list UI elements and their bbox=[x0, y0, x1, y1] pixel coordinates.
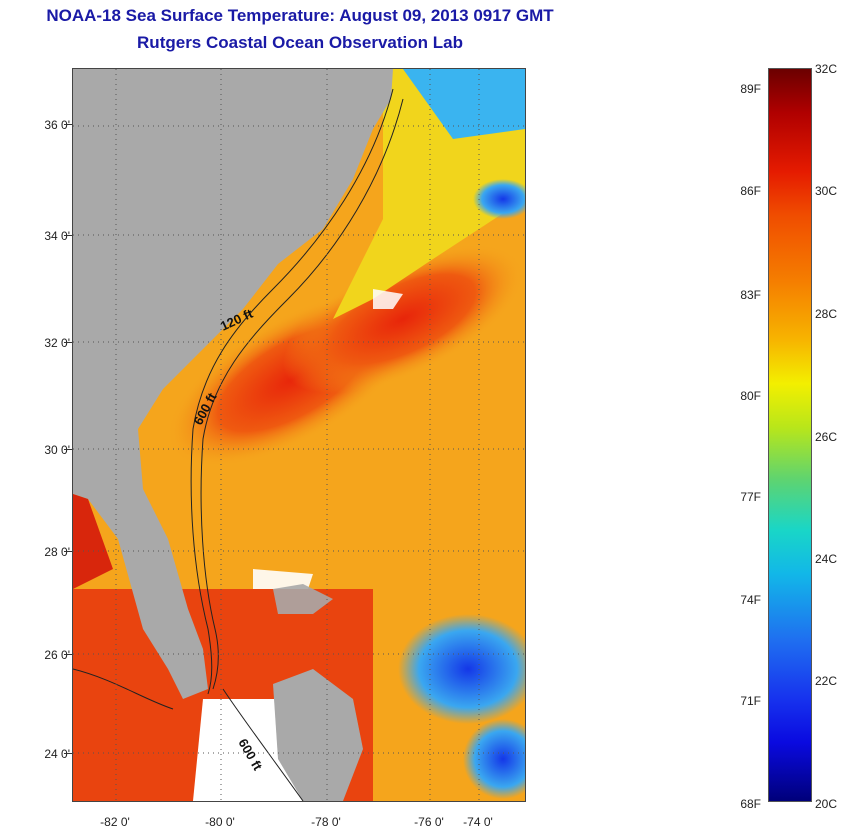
land-mass bbox=[73, 69, 393, 699]
colorbar-c-20: 20C bbox=[815, 797, 838, 811]
colorbar-f-83: 83F bbox=[740, 288, 761, 302]
eastern-cool-patch bbox=[398, 614, 525, 724]
lat-label-24: 24 0' bbox=[44, 747, 70, 761]
sst-map: 120 ft 600 ft 600 ft bbox=[72, 68, 526, 802]
island-land bbox=[273, 669, 363, 801]
map-graticule bbox=[73, 69, 525, 801]
colorbar-f-77: 77F bbox=[740, 490, 761, 504]
colorbar-f-89: 89F bbox=[740, 82, 761, 96]
lat-label-36: 36 0' bbox=[44, 118, 70, 132]
lon-label-80: -80 0' bbox=[205, 815, 235, 829]
map-subtitle: Rutgers Coastal Ocean Observation Lab bbox=[137, 33, 463, 52]
lon-label-76: -76 0' bbox=[414, 815, 444, 829]
colorbar-f-68: 68F bbox=[740, 797, 761, 811]
colorbar-c-28: 28C bbox=[815, 307, 838, 321]
temperature-colorbar bbox=[768, 68, 812, 802]
contour-120ft bbox=[190, 88, 394, 695]
colorbar-f-74: 74F bbox=[740, 593, 761, 607]
bahamas-land bbox=[273, 584, 333, 614]
gulf-coast-water bbox=[73, 494, 113, 589]
lat-label-32: 32 0' bbox=[44, 336, 70, 350]
northern-cool-water bbox=[403, 69, 525, 139]
sst-map-canvas: 120 ft 600 ft 600 ft bbox=[73, 69, 525, 801]
cloud-patch bbox=[373, 289, 403, 309]
colorbar-c-22: 22C bbox=[815, 674, 838, 688]
lat-tick bbox=[64, 753, 72, 754]
colorbar-c-24: 24C bbox=[815, 552, 838, 566]
lat-tick bbox=[64, 124, 72, 125]
lon-label-78: -78 0' bbox=[311, 815, 341, 829]
contour-keys bbox=[222, 688, 304, 801]
lat-label-30: 30 0' bbox=[44, 443, 70, 457]
colorbar-c-30: 30C bbox=[815, 184, 838, 198]
lat-label-28: 28 0' bbox=[44, 545, 70, 559]
colorbar-f-80: 80F bbox=[740, 389, 761, 403]
cloud-patch bbox=[253, 569, 313, 589]
contour-600ft bbox=[200, 98, 404, 690]
contour-gulf bbox=[73, 668, 174, 710]
map-title: NOAA-18 Sea Surface Temperature: August … bbox=[46, 6, 554, 25]
gulf-stream-extension bbox=[282, 244, 524, 394]
lat-tick bbox=[64, 449, 72, 450]
lon-label-82: -82 0' bbox=[100, 815, 130, 829]
lat-label-26: 26 0' bbox=[44, 648, 70, 662]
lat-tick bbox=[64, 654, 72, 655]
lat-tick bbox=[64, 551, 72, 552]
lat-label-34: 34 0' bbox=[44, 229, 70, 243]
colorbar-c-26: 26C bbox=[815, 430, 838, 444]
colorbar-f-86: 86F bbox=[740, 184, 761, 198]
colorbar-c-32: 32C bbox=[815, 62, 838, 76]
lon-label-74: -74 0' bbox=[463, 815, 493, 829]
lat-tick bbox=[64, 235, 72, 236]
lat-tick bbox=[64, 342, 72, 343]
northeast-cool-patch bbox=[473, 179, 525, 219]
colorbar-f-71: 71F bbox=[740, 694, 761, 708]
